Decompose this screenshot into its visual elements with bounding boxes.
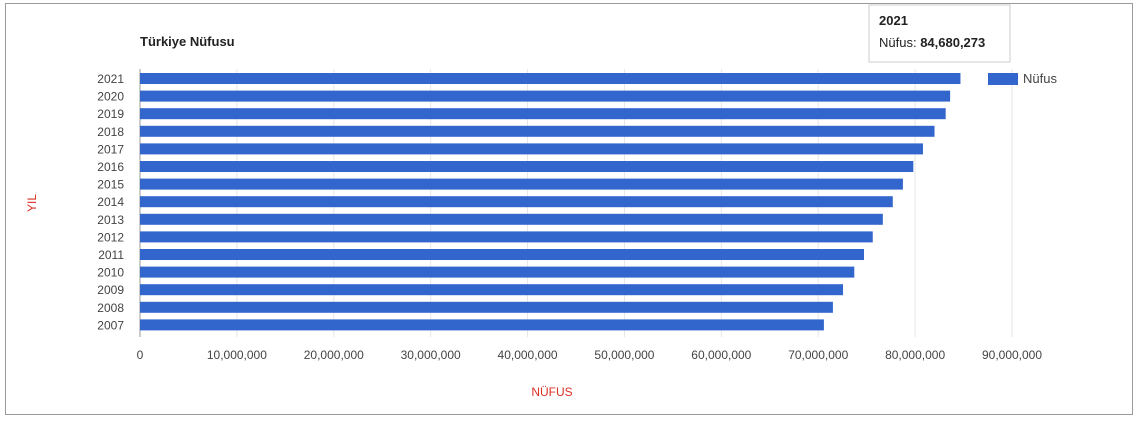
- y-tick-label: 2012: [97, 230, 124, 244]
- y-tick-label: 2007: [97, 318, 124, 332]
- legend-swatch: [988, 73, 1018, 85]
- y-tick-label: 2019: [97, 107, 124, 121]
- y-tick-label: 2021: [97, 72, 124, 86]
- chart-frame: [5, 3, 1133, 415]
- x-axis-label: NÜFUS: [531, 385, 572, 399]
- bar-2019[interactable]: [140, 108, 946, 120]
- tooltip-label: Nüfus:: [879, 35, 920, 50]
- tooltip: 2021 Nüfus: 84,680,273: [868, 4, 1011, 63]
- x-tick-label: 90,000,000: [982, 348, 1042, 362]
- x-tick-label: 40,000,000: [498, 348, 558, 362]
- y-tick-label: 2011: [98, 248, 124, 262]
- bar-2007[interactable]: [140, 319, 824, 331]
- x-tick-label: 70,000,000: [788, 348, 848, 362]
- tooltip-line: Nüfus: 84,680,273: [879, 35, 985, 50]
- y-tick-label: 2018: [97, 125, 124, 139]
- legend-label: Nüfus: [1023, 71, 1057, 86]
- tooltip-title: 2021: [879, 13, 908, 28]
- bar-2010[interactable]: [140, 266, 855, 278]
- bar-2012[interactable]: [140, 231, 873, 243]
- bar-2016[interactable]: [140, 161, 914, 172]
- bar-2017[interactable]: [140, 143, 923, 155]
- bar-2011[interactable]: [140, 249, 864, 260]
- y-tick-label: 2015: [97, 178, 124, 192]
- bar-2015[interactable]: [140, 178, 903, 190]
- y-tick-label: 2009: [97, 283, 124, 297]
- x-tick-label: 10,000,000: [207, 348, 267, 362]
- bar-2018[interactable]: [140, 125, 935, 137]
- bar-2013[interactable]: [140, 213, 883, 225]
- y-tick-label: 2014: [97, 195, 124, 209]
- tooltip-box: [868, 4, 1011, 63]
- x-tick-label: 30,000,000: [401, 348, 461, 362]
- x-tick-label: 80,000,000: [885, 348, 945, 362]
- y-tick-label: 2020: [97, 90, 124, 104]
- chart-title: Türkiye Nüfusu: [140, 34, 235, 49]
- bar-2014[interactable]: [140, 196, 893, 208]
- bar-2020[interactable]: [140, 90, 951, 102]
- y-tick-label: 2017: [97, 142, 124, 156]
- x-tick-label: 0: [137, 348, 144, 362]
- x-tick-label: 50,000,000: [594, 348, 654, 362]
- y-tick-label: 2008: [97, 301, 124, 315]
- y-tick-label: 2016: [97, 160, 124, 174]
- x-tick-label: 60,000,000: [691, 348, 751, 362]
- bar-2009[interactable]: [140, 284, 844, 296]
- bar-2021[interactable]: [140, 73, 961, 84]
- bar-2008[interactable]: [140, 301, 833, 313]
- x-tick-label: 20,000,000: [304, 348, 364, 362]
- y-tick-label: 2013: [97, 213, 124, 227]
- tooltip-value: 84,680,273: [920, 35, 985, 50]
- y-axis-label: YIL: [25, 194, 39, 212]
- y-tick-label: 2010: [97, 266, 124, 280]
- legend: Nüfus: [988, 71, 1057, 86]
